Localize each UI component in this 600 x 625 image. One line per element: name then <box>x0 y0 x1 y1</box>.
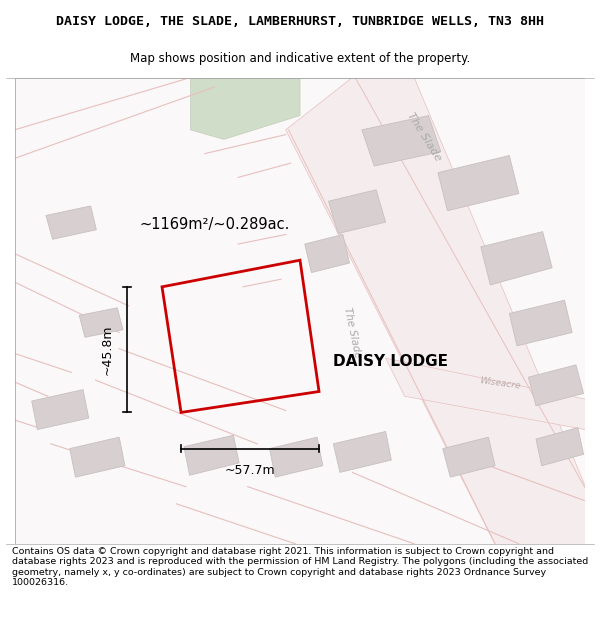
Text: The Slade: The Slade <box>405 111 443 162</box>
Text: DAISY LODGE: DAISY LODGE <box>334 354 448 369</box>
Polygon shape <box>329 190 386 234</box>
Polygon shape <box>438 156 519 211</box>
Polygon shape <box>509 300 572 346</box>
Polygon shape <box>536 428 584 466</box>
Text: DAISY LODGE, THE SLADE, LAMBERHURST, TUNBRIDGE WELLS, TN3 8HH: DAISY LODGE, THE SLADE, LAMBERHURST, TUN… <box>56 15 544 28</box>
Text: Contains OS data © Crown copyright and database right 2021. This information is : Contains OS data © Crown copyright and d… <box>12 547 588 588</box>
Text: Map shows position and indicative extent of the property.: Map shows position and indicative extent… <box>130 52 470 64</box>
Text: Wiseacre: Wiseacre <box>479 376 521 391</box>
Polygon shape <box>305 234 349 272</box>
Polygon shape <box>443 437 495 477</box>
Polygon shape <box>46 206 97 239</box>
Polygon shape <box>191 78 300 139</box>
Polygon shape <box>14 78 586 544</box>
Polygon shape <box>32 389 89 429</box>
Text: ~45.8m: ~45.8m <box>101 324 113 375</box>
Polygon shape <box>70 437 125 477</box>
Polygon shape <box>334 431 391 472</box>
Polygon shape <box>184 435 239 475</box>
Polygon shape <box>269 437 323 477</box>
Text: ~1169m²/~0.289ac.: ~1169m²/~0.289ac. <box>139 217 290 232</box>
Polygon shape <box>529 365 584 406</box>
Polygon shape <box>386 358 586 429</box>
Text: The Slade: The Slade <box>342 306 362 359</box>
Polygon shape <box>79 308 123 338</box>
Text: ~57.7m: ~57.7m <box>225 464 275 477</box>
Polygon shape <box>362 116 441 166</box>
Polygon shape <box>481 232 552 285</box>
Polygon shape <box>286 78 586 591</box>
